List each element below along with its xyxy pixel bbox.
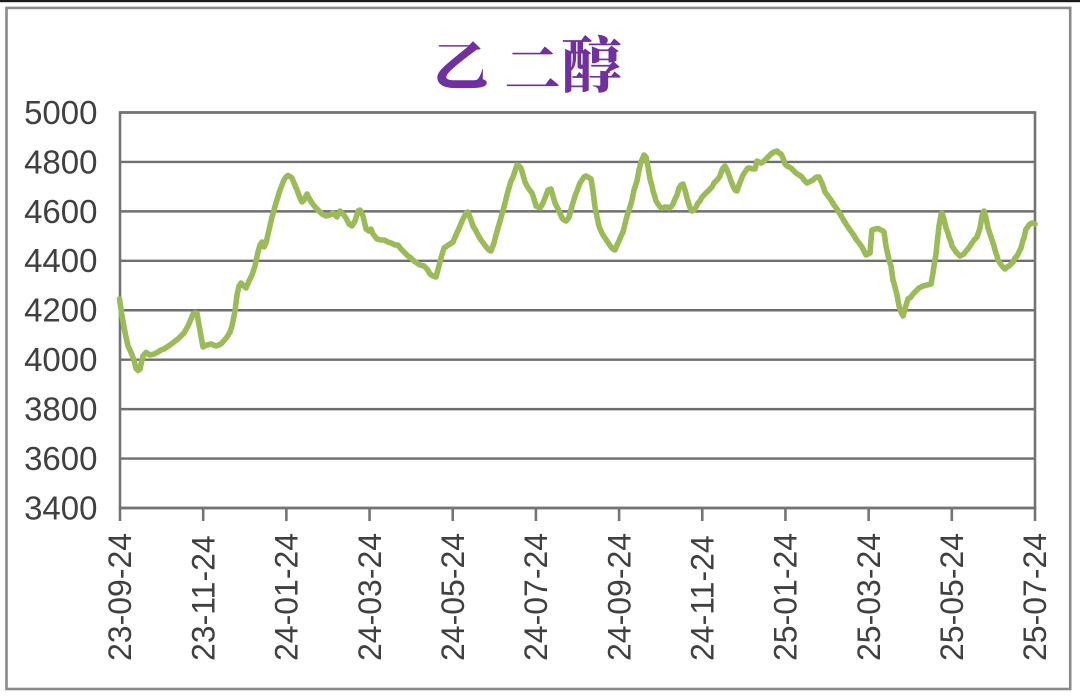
svg-text:3600: 3600	[24, 440, 97, 477]
svg-text:4200: 4200	[24, 292, 97, 329]
svg-text:25-05-24: 25-05-24	[934, 533, 970, 661]
svg-text:25-03-24: 25-03-24	[851, 533, 887, 661]
svg-text:4000: 4000	[24, 341, 97, 378]
svg-text:4600: 4600	[24, 193, 97, 230]
svg-text:24-01-24: 24-01-24	[269, 533, 305, 661]
svg-text:4400: 4400	[24, 242, 97, 279]
svg-text:23-11-24: 23-11-24	[185, 535, 221, 661]
svg-text:23-09-24: 23-09-24	[102, 533, 138, 661]
svg-text:3800: 3800	[24, 391, 97, 428]
svg-text:24-05-24: 24-05-24	[435, 533, 471, 661]
svg-text:24-03-24: 24-03-24	[352, 533, 388, 661]
svg-text:24-11-24: 24-11-24	[684, 535, 720, 661]
svg-text:5000: 5000	[24, 94, 97, 131]
svg-text:3400: 3400	[24, 489, 97, 526]
svg-text:4800: 4800	[24, 143, 97, 180]
svg-text:24-07-24: 24-07-24	[518, 533, 554, 661]
svg-text:25-07-24: 25-07-24	[1017, 533, 1053, 661]
svg-text:25-01-24: 25-01-24	[768, 533, 804, 661]
svg-text:24-09-24: 24-09-24	[601, 533, 637, 661]
